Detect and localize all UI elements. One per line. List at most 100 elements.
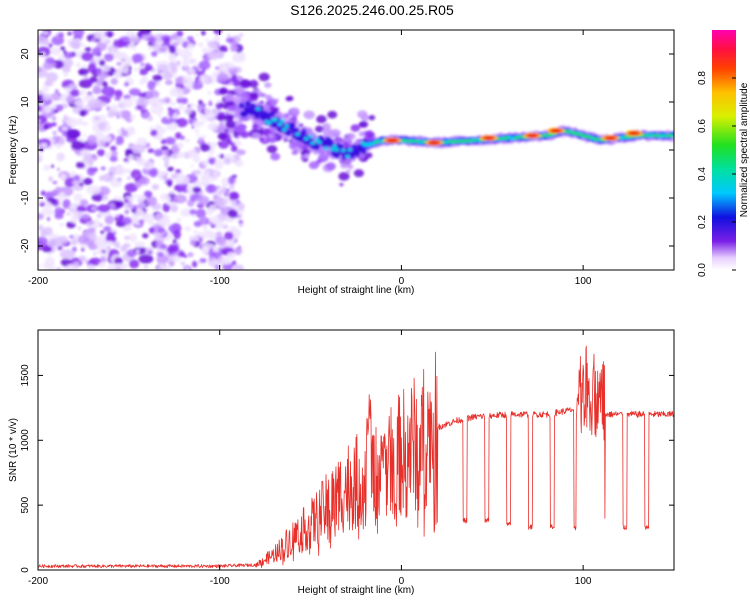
noise-blob xyxy=(109,228,117,233)
noise-blob xyxy=(189,235,193,240)
noise-blob xyxy=(97,122,106,130)
noise-blob xyxy=(44,244,49,250)
noise-blob xyxy=(38,197,45,203)
noise-blob xyxy=(98,261,106,268)
noise-blob xyxy=(63,71,69,77)
scatter-blob xyxy=(228,81,234,85)
noise-blob xyxy=(166,201,172,206)
noise-blob xyxy=(195,133,200,137)
scatter-blob xyxy=(217,132,228,140)
noise-blob xyxy=(55,142,62,150)
noise-blob xyxy=(152,42,157,46)
noise-blob xyxy=(146,64,152,69)
noise-blob xyxy=(231,260,237,266)
noise-blob xyxy=(176,218,182,223)
noise-blob xyxy=(171,42,179,47)
noise-blob xyxy=(71,140,85,151)
colorbar-ticks: 0.0 0.2 0.4 0.6 0.8 xyxy=(697,71,736,277)
noise-blob xyxy=(103,53,114,62)
noise-blob xyxy=(216,236,227,246)
noise-blob xyxy=(150,129,158,137)
noise-blob xyxy=(114,257,124,266)
noise-blob xyxy=(226,241,236,248)
noise-blob xyxy=(84,47,92,52)
noise-blob xyxy=(100,166,106,171)
noise-blob xyxy=(109,178,122,188)
noise-blob xyxy=(95,83,101,87)
scatter-blob xyxy=(338,172,350,181)
spectrogram-x-ticks: -200 -100 0 100 xyxy=(28,30,592,287)
noise-blob xyxy=(42,262,51,269)
ridge-cyan xyxy=(310,141,316,145)
noise-blob xyxy=(220,256,228,265)
noise-blob xyxy=(195,33,199,37)
noise-blob xyxy=(48,176,54,182)
noise-blob xyxy=(134,180,142,188)
noise-blob xyxy=(146,89,160,99)
noise-blob xyxy=(87,134,98,145)
noise-blob xyxy=(150,97,161,105)
noise-blob xyxy=(81,247,85,252)
scatter-blob xyxy=(249,92,259,100)
noise-blob xyxy=(193,230,199,234)
noise-blob xyxy=(164,97,171,104)
noise-blob xyxy=(177,142,184,149)
scatter-blob xyxy=(217,124,225,130)
noise-blob xyxy=(120,129,128,137)
noise-blob xyxy=(170,101,177,106)
y-tick-label: 10 xyxy=(20,96,31,108)
colorbar-tick-label: 0.0 xyxy=(697,263,708,277)
ridge-core xyxy=(333,152,340,159)
noise-blob xyxy=(77,234,91,245)
noise-blob xyxy=(68,83,76,89)
noise-blob xyxy=(201,47,210,54)
noise-blob xyxy=(147,30,151,33)
y-tick-label: 0 xyxy=(20,147,31,153)
noise-blob xyxy=(237,202,245,211)
noise-blob xyxy=(153,223,158,227)
noise-blob xyxy=(107,31,113,38)
noise-blob xyxy=(98,59,106,67)
noise-blob xyxy=(108,202,117,209)
noise-blob xyxy=(168,53,176,63)
noise-blob xyxy=(236,149,246,156)
noise-blob xyxy=(93,116,100,121)
ridge-green xyxy=(409,139,416,143)
noise-blob xyxy=(173,186,179,191)
noise-blob xyxy=(141,76,148,84)
noise-blob xyxy=(81,213,90,220)
noise-blob xyxy=(174,108,180,114)
noise-blob xyxy=(131,96,136,101)
noise-blob xyxy=(176,60,181,66)
noise-blob xyxy=(235,159,244,167)
noise-blob xyxy=(121,216,132,225)
scatter-blob xyxy=(314,125,324,133)
noise-blob xyxy=(38,66,43,73)
scatter-blob xyxy=(216,114,226,122)
noise-blob xyxy=(226,251,236,259)
noise-blob xyxy=(190,58,197,65)
noise-blob xyxy=(238,219,244,225)
ridge-cyan xyxy=(340,148,346,153)
noise-blob xyxy=(135,249,140,254)
snr-x-ticks: -200 -100 0 100 xyxy=(28,330,592,587)
noise-blob xyxy=(204,38,209,42)
noise-blob xyxy=(146,196,158,207)
scatter-blob xyxy=(291,107,300,114)
noise-blob xyxy=(80,43,86,47)
ridge-cyan xyxy=(255,107,261,111)
noise-blob xyxy=(97,149,105,157)
ridge-green xyxy=(643,134,650,138)
scatter-blob xyxy=(353,169,365,178)
scatter-blob xyxy=(346,169,351,174)
noise-blob xyxy=(184,267,190,270)
scatter-blob xyxy=(224,128,229,133)
noise-blob xyxy=(56,154,66,162)
scatter-blob xyxy=(370,132,375,136)
scatter-blob xyxy=(299,123,304,127)
noise-blob xyxy=(175,175,190,185)
noise-blob xyxy=(38,118,41,124)
noise-blob xyxy=(175,169,182,174)
noise-blob xyxy=(75,62,81,68)
scatter-blob xyxy=(239,130,250,139)
